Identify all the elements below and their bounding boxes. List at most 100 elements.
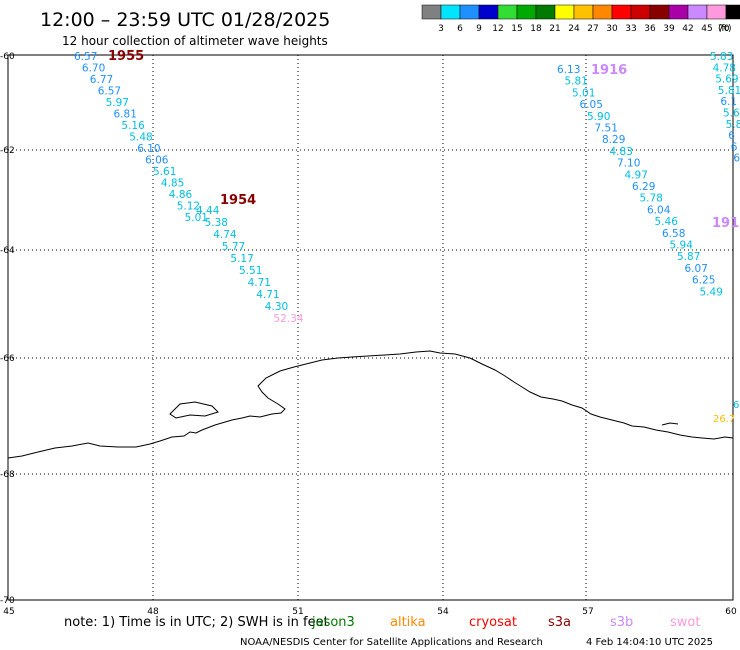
lat-label: -66	[0, 354, 15, 364]
legend-swatch	[725, 4, 740, 20]
legend-swatch	[535, 4, 556, 20]
legend-swatch	[497, 4, 518, 20]
swh-value: 5.77	[222, 241, 245, 253]
swh-value: 5.17	[230, 253, 253, 265]
lon-label: 60	[725, 607, 737, 617]
swh-value: 4.97	[625, 169, 648, 181]
swh-value: 4.85	[161, 178, 184, 190]
plot-frame	[7, 54, 734, 601]
swh-value: 5.38	[205, 217, 228, 229]
lat-label: -62	[0, 146, 15, 156]
swh-value: 6.81	[114, 109, 137, 121]
swh-value: 6	[733, 153, 740, 165]
legend-swatch	[611, 4, 632, 20]
legend-swatch	[592, 4, 613, 20]
lon-label: 54	[437, 607, 449, 617]
pass-label-1916: 1916	[591, 63, 627, 78]
lat-label: -64	[0, 246, 15, 256]
swh-value: 5.97	[106, 97, 129, 109]
swh-value: 5.87	[677, 251, 700, 263]
legend-tick: 15	[511, 24, 522, 34]
legend-swatch	[554, 4, 575, 20]
swh-value: 5.78	[640, 193, 663, 205]
satellite-legend: jason3 altika cryosat s3a s3b swot	[311, 615, 700, 630]
swh-value: 5.61	[153, 166, 176, 178]
coast-swh-label: 26.7	[713, 414, 735, 425]
altimeter-passes: 6.576.706.776.575.976.815.165.486.106.06…	[74, 51, 740, 325]
swh-value: 4.30	[265, 301, 288, 313]
swh-value: 6.10	[137, 143, 160, 155]
swh-value: 6	[731, 141, 738, 153]
swh-value: 52.34	[273, 313, 303, 325]
satellite-altika: altika	[390, 615, 426, 630]
lat-label: -68	[0, 470, 15, 480]
legend-tick: 12	[492, 24, 503, 34]
legend-tick: 42	[682, 24, 693, 34]
longitude-labels: 45 48 51 54 57 60	[3, 607, 737, 617]
latitude-labels: -60 -62 -64 -66 -68 -70	[0, 52, 15, 606]
legend-tick: 21	[549, 24, 560, 34]
swh-value: 7.51	[595, 123, 618, 135]
swh-value: 5.81	[718, 85, 740, 97]
swh-value: 4.71	[256, 289, 279, 301]
lon-label: 48	[147, 607, 159, 617]
legend-tick: 33	[625, 24, 636, 34]
swh-value: 5.81	[565, 76, 588, 88]
footer-timestamp: 4 Feb 14:04:10 UTC 2025	[586, 637, 713, 648]
satellite-jason3: jason3	[311, 615, 355, 630]
swh-value: 6.57	[98, 86, 121, 98]
swh-value: 6.25	[692, 275, 715, 287]
coastline-island	[661, 422, 679, 426]
legend-tick: 18	[530, 24, 542, 34]
swh-value: 4.83	[610, 146, 633, 158]
map-title: 12:00 – 23:59 UTC 01/28/2025	[40, 9, 330, 31]
swh-value: 5.8	[726, 119, 740, 131]
swh-value: 6.29	[632, 181, 655, 193]
coast-swh-label: 6	[733, 400, 739, 411]
swh-value: 5.51	[239, 265, 262, 277]
legend-swatch	[478, 4, 499, 20]
legend-swatch	[706, 4, 727, 20]
swh-value: 4.71	[248, 277, 271, 289]
swh-value: 6.07	[685, 263, 708, 275]
lon-label: 51	[292, 607, 303, 617]
swh-value: 6.58	[662, 228, 685, 240]
satellite-s3b: s3b	[610, 615, 633, 630]
swh-value: 5.69	[715, 74, 738, 86]
legend-unit: (ft)	[718, 24, 732, 34]
legend-swatch	[687, 4, 708, 20]
swh-value: 5.01	[185, 212, 208, 224]
swh-value: 6.06	[145, 155, 169, 167]
swh-value: 6.77	[90, 74, 113, 86]
coastline-inlet	[169, 401, 219, 419]
swh-value: 8.29	[602, 134, 625, 146]
swh-value: 6.13	[557, 64, 580, 76]
legend-swatch	[630, 4, 651, 20]
pass-label-1955: 1955	[108, 49, 144, 64]
swh-value: 6	[728, 130, 735, 142]
legend-tick: 6	[457, 24, 463, 34]
legend-swatch	[668, 4, 689, 20]
satellite-cryosat: cryosat	[469, 615, 517, 630]
swh-value: 5.16	[121, 120, 145, 132]
swh-value: 4.74	[213, 229, 237, 241]
swh-value: 5.48	[129, 132, 152, 144]
pass-label-1954: 1954	[220, 193, 256, 208]
swh-value: 5.12	[177, 201, 200, 213]
map-subtitle: 12 hour collection of altimeter wave hei…	[62, 34, 328, 48]
swh-value: 5.83	[710, 51, 733, 63]
legend-tick: 3	[438, 24, 444, 34]
legend-swatch	[649, 4, 670, 20]
lat-label: -60	[0, 52, 15, 62]
legend-tick: 39	[663, 24, 675, 34]
swh-value: 6.70	[82, 63, 105, 75]
satellite-s3a: s3a	[548, 615, 571, 630]
swh-value: 5.90	[587, 111, 610, 123]
lat-label: -70	[0, 596, 15, 606]
swh-value: 6.57	[74, 51, 97, 63]
swh-value: 7.10	[617, 158, 640, 170]
legend-swatch	[573, 4, 594, 20]
legend-swatch	[459, 4, 480, 20]
lon-label: 57	[582, 607, 593, 617]
